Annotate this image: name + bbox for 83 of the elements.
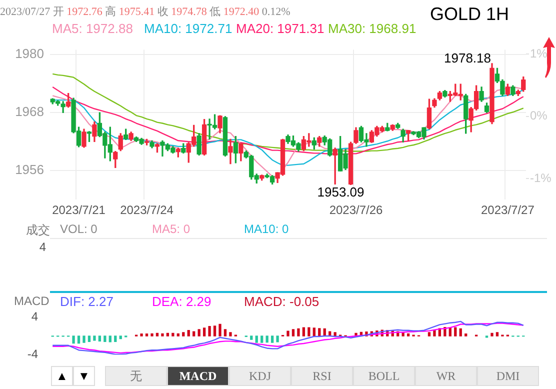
bar [140, 334, 143, 336]
bar [187, 330, 190, 336]
bar [166, 332, 170, 336]
bar [93, 336, 96, 341]
text: MACD [167, 366, 229, 386]
bar [292, 329, 295, 336]
bar [161, 333, 164, 336]
bar [208, 326, 211, 336]
bar [406, 333, 410, 336]
legend-label: MA10: 0 [244, 222, 290, 236]
text: 成交 [26, 222, 50, 239]
bar [119, 336, 122, 340]
candlestick [332, 148, 338, 184]
series-label: MACD: -0.05 [244, 294, 320, 309]
bar [182, 332, 185, 336]
chart-title: MACD [14, 294, 50, 308]
y-tick-label: 4 [31, 310, 38, 324]
bar [490, 332, 494, 336]
y-tick-label: 1968 [15, 104, 44, 120]
bar [454, 327, 457, 336]
bar [218, 324, 222, 336]
bar [459, 328, 462, 336]
bar [270, 336, 274, 343]
chart-title: GOLD 1H [430, 4, 510, 25]
text: MA20: 1971.31 [236, 21, 326, 36]
x-tick-label: 2023/7/21 [52, 203, 106, 218]
bar [276, 336, 279, 342]
bar [172, 332, 174, 336]
bar [260, 336, 264, 343]
y-tick-label: 1980 [15, 46, 44, 62]
bar [77, 336, 80, 344]
bar [302, 327, 306, 336]
text: 2023/07/27 开 1972.76 高 1975.41 收 1974.78 低 1972.40 0.12% [0, 6, 290, 18]
bar [496, 332, 499, 336]
bar [213, 326, 216, 336]
x-tick-label: 2023/7/24 [120, 203, 174, 218]
text: MA10: 1972.71 [144, 21, 234, 36]
text: BOLL [353, 366, 415, 386]
bar [98, 336, 102, 342]
text: DMI [477, 366, 539, 386]
bar [104, 336, 106, 342]
bar [114, 336, 117, 342]
bar [464, 334, 468, 336]
bar [192, 331, 196, 336]
bar [229, 332, 232, 336]
bar [255, 336, 258, 343]
annotation: 1978.18 [444, 50, 491, 66]
bar [297, 328, 300, 336]
y-tick-label: 1956 [15, 162, 44, 178]
bar [224, 329, 227, 336]
bar [202, 328, 206, 336]
text: DIF: 2.27 [60, 294, 114, 309]
annotation: 1953.09 [317, 184, 364, 200]
bar [266, 336, 268, 343]
bar [308, 327, 310, 336]
text: MA30: 1968.91 [328, 21, 416, 36]
text: MA5: 1972.88 [52, 21, 134, 36]
text: ▲ [51, 366, 73, 386]
x-tick-label: 2023/7/26 [329, 203, 384, 218]
bar [72, 336, 75, 344]
bar [176, 333, 180, 336]
text: KDJ [229, 366, 291, 386]
bar [286, 330, 290, 336]
bar [312, 328, 316, 336]
bar [318, 328, 321, 336]
legend-label: MA5: 0 [152, 222, 192, 236]
bar [428, 332, 431, 336]
text: 无 [105, 366, 167, 386]
bar [145, 334, 148, 336]
text: WR [415, 366, 477, 386]
bar [198, 329, 200, 336]
text: RSI [291, 366, 353, 386]
bar [88, 336, 91, 342]
text: ▼ [73, 366, 95, 386]
y-tick-label: -4 [27, 347, 38, 362]
bar [150, 333, 154, 336]
legend-label: VOL: 0 [60, 222, 98, 236]
x-tick-label: 2023/7/27 [480, 203, 535, 218]
bar [82, 336, 86, 343]
bar [250, 336, 253, 340]
bar [108, 336, 112, 342]
bar [156, 332, 159, 336]
text: DEA: 2.29 [152, 294, 212, 309]
